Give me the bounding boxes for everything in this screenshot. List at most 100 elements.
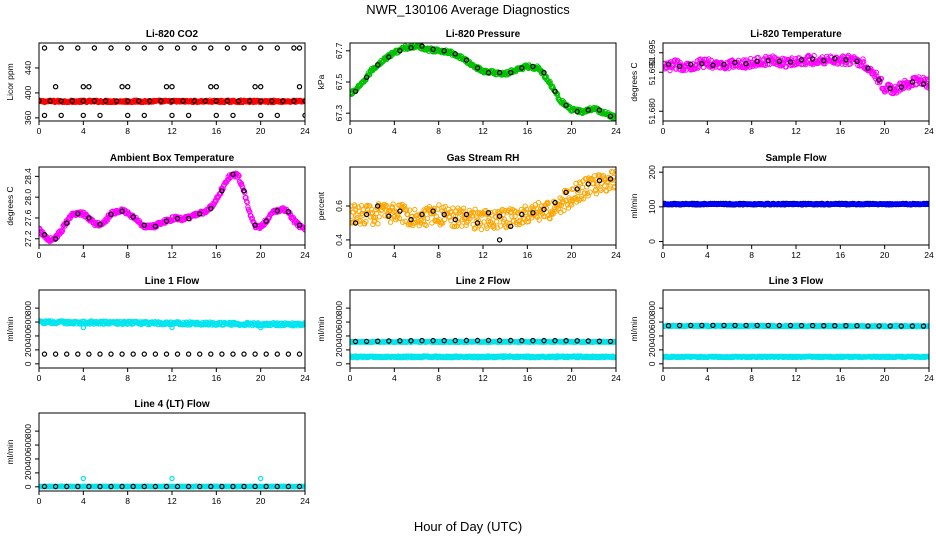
panel-0-marker (252, 83, 258, 90)
panel-6-y-tick-label: 600 (23, 315, 33, 329)
panel-4-band-point (488, 209, 494, 216)
panel-4-marker (508, 223, 514, 229)
panel-4-band-point (612, 177, 616, 184)
panel-4-band-point (358, 203, 365, 209)
panel-4-band-point (545, 200, 551, 207)
panel-4-x-tick-label: 16 (523, 250, 533, 260)
panel-6-y-tick-label: 200 (23, 343, 33, 357)
panel-8-data (663, 322, 929, 361)
panel-7-marker (430, 337, 436, 344)
panel-4-band-point (493, 214, 499, 220)
panel-4-band-point (417, 220, 424, 226)
panel-4-band-point (390, 201, 396, 207)
panel-5-data (663, 200, 929, 208)
panel-6-marker (86, 351, 92, 357)
panel-1-marker (485, 69, 492, 76)
panel-6-band-point (290, 322, 296, 328)
panel-6-marker (169, 324, 175, 331)
panel-3-y-tick-label: 28.4 (23, 168, 33, 185)
panel-4-x-tick-label: 24 (611, 250, 621, 260)
panel-0-marker (169, 112, 175, 119)
panel-1-y-tick-label: 67.3 (334, 105, 344, 122)
panel-3-marker (230, 171, 236, 177)
panel-7-marker (375, 338, 381, 344)
panel-1-band-point (382, 56, 388, 62)
panel-6-marker (130, 351, 136, 357)
panel-2-marker (898, 84, 905, 90)
panel-2-marker (665, 61, 672, 68)
panel-0-marker (80, 98, 87, 104)
panel-3-band-point (133, 215, 139, 221)
panel-4-band-point (535, 199, 542, 206)
panel-6-marker (296, 351, 303, 357)
panel-0-marker (191, 98, 197, 104)
panel-0-marker (102, 98, 109, 104)
panel-0-marker (208, 83, 214, 90)
panel-2-y-tick-label: 51.695 (647, 39, 657, 65)
panel-4-band-point (587, 189, 593, 195)
panel-2-band-point (925, 76, 929, 82)
panel-5-y-label: ml/min (629, 193, 639, 218)
panel-2-band-point (839, 61, 845, 67)
panel-1-marker (474, 65, 481, 71)
panel-3-band-point (235, 174, 241, 180)
panel-0-marker (91, 98, 98, 104)
panel-4-band-point (603, 188, 610, 194)
panel-4-band-point (387, 219, 394, 225)
panel-8-series-0 (663, 353, 929, 361)
panel-4-band-point (459, 223, 465, 229)
panel-8-title: Line 3 Flow (769, 276, 824, 287)
panel-3-marker (185, 215, 192, 222)
panel-7-y-label: ml/min (316, 316, 326, 341)
panel-4-marker (474, 220, 481, 226)
panel-4-band-point (556, 202, 563, 209)
panel-0-marker (213, 98, 219, 104)
panel-7-marker (574, 338, 580, 344)
panel-0-marker (258, 83, 264, 90)
panel-2-marker (754, 58, 760, 65)
panel-6-series-0 (39, 318, 305, 329)
panel-7-marker (386, 338, 392, 344)
panel-1-marker (375, 62, 381, 68)
panel-0-marker (69, 98, 76, 104)
panel-4-marker (485, 210, 492, 216)
panel-6-marker (274, 351, 280, 357)
panel-6-marker (152, 351, 159, 357)
panel-4-x-tick-label: 0 (348, 250, 353, 260)
panel-3-x-tick-label: 8 (125, 250, 130, 260)
panel-6-marker (208, 351, 214, 357)
panel-3-marker (252, 222, 258, 228)
panel-1-marker (508, 69, 514, 76)
panel-4-band-point (350, 213, 354, 219)
panel-0-y-label: Licor ppm (5, 63, 15, 100)
panel-2-x-tick-label: 12 (791, 126, 801, 136)
panel-4-marker (519, 211, 525, 218)
panel-4-band-point (491, 225, 497, 231)
panel-4-band-point (424, 215, 431, 222)
panel-1-x-tick-label: 16 (523, 126, 533, 136)
panel-4-marker (408, 216, 414, 223)
panel-4-band-point (561, 207, 567, 214)
panel-0-marker (208, 45, 214, 51)
panel-1-x-tick-label: 20 (567, 126, 577, 136)
panel-6-x-tick-label: 20 (256, 373, 266, 383)
panel-4-band-point (463, 222, 469, 228)
panel-0-marker (158, 45, 164, 51)
panel-3-x-tick-label: 0 (37, 250, 42, 260)
panel-7-marker (485, 337, 492, 344)
panel-1-x-tick-label: 8 (436, 126, 441, 136)
panel-1-marker (386, 54, 392, 60)
panel-4-x-tick-label: 20 (567, 250, 577, 260)
panel-1-marker (530, 63, 536, 70)
panel-0-marker (58, 112, 64, 119)
panel-7-marker (596, 338, 603, 344)
panel-4-band-point (493, 219, 500, 225)
panel-7-title: Line 2 Flow (456, 276, 511, 287)
panel-4-marker (375, 203, 381, 209)
panel-6-marker (285, 351, 292, 357)
panel-2-x-tick-label: 8 (749, 126, 754, 136)
panel-4-band-point (560, 198, 566, 205)
panel-2-marker (710, 62, 716, 68)
panel-0-marker (163, 83, 170, 90)
